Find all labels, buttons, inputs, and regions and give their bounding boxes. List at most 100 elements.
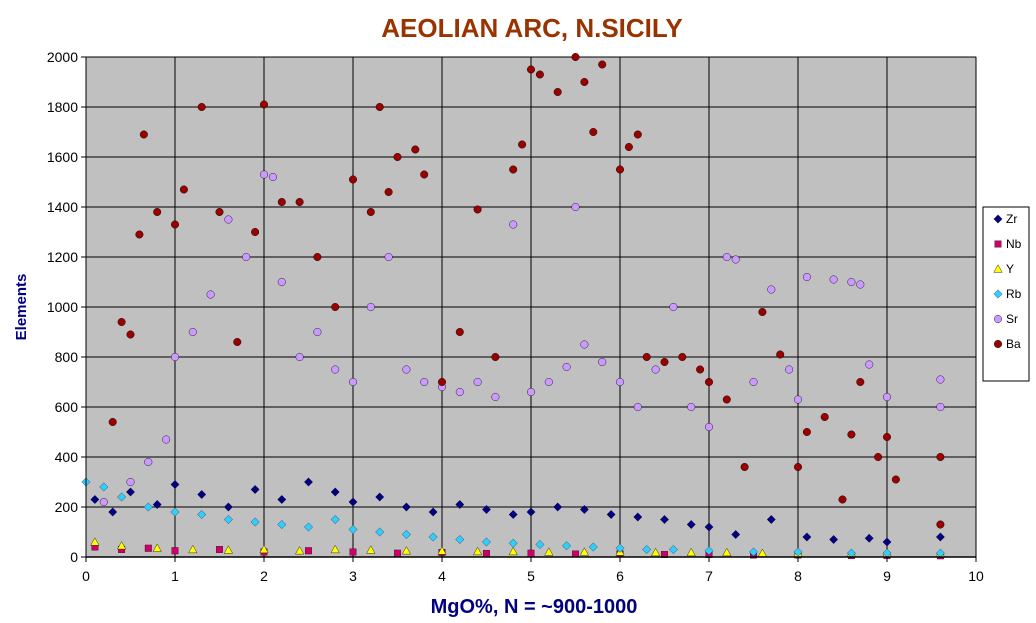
point-sr	[126, 478, 135, 487]
series-layer	[81, 53, 945, 560]
point-ba	[740, 463, 749, 472]
point-sr	[847, 278, 856, 287]
point-nb	[144, 544, 152, 552]
point-nb	[394, 549, 401, 557]
legend-label-nb: Nb	[1006, 237, 1022, 251]
point-rb	[250, 517, 260, 527]
point-zr	[428, 507, 438, 517]
point-zr	[170, 480, 180, 489]
point-ba	[838, 495, 847, 504]
point-zr	[829, 535, 839, 544]
chart-title: AEOLIAN ARC, N.SICILY	[381, 13, 682, 43]
point-y	[90, 537, 100, 546]
point-rb	[277, 520, 287, 529]
y-tick-label: 1400	[47, 199, 78, 215]
point-rb	[455, 535, 465, 544]
y-tick-label: 400	[55, 449, 79, 465]
point-ba	[624, 142, 633, 151]
point-zr	[401, 502, 411, 512]
point-ba	[535, 70, 544, 79]
point-sr	[856, 280, 865, 289]
point-ba	[802, 428, 811, 437]
point-rb	[793, 547, 803, 557]
point-ba	[153, 207, 162, 216]
point-zr	[223, 502, 233, 512]
x-tick-label: 7	[705, 568, 713, 584]
point-ba	[847, 430, 856, 439]
legend-marker-y	[993, 264, 1003, 273]
point-ba	[438, 378, 447, 387]
y-tick-label: 0	[70, 549, 78, 565]
point-zr	[455, 500, 465, 509]
point-ba	[616, 165, 625, 174]
point-ba	[589, 127, 598, 136]
point-nb	[171, 547, 179, 555]
point-ba	[295, 197, 304, 206]
point-sr	[651, 365, 660, 374]
legend-label-rb: Rb	[1006, 287, 1022, 301]
point-nb	[661, 551, 668, 558]
y-tick-label: 2000	[47, 49, 78, 65]
x-axis-title: MgO%, N = ~900-1000	[431, 596, 638, 618]
point-ba	[135, 230, 144, 239]
x-ticks: 0 1 2 3 4 5 6 7 8 9 10	[82, 557, 984, 584]
point-sr	[420, 378, 429, 387]
point-ba	[420, 170, 429, 179]
y-tick-label: 200	[55, 499, 79, 515]
point-rb	[704, 546, 714, 556]
point-zr	[606, 510, 616, 519]
y-tick-label: 1800	[47, 99, 78, 115]
point-ba	[509, 165, 518, 174]
point-y	[188, 544, 198, 554]
point-zr	[152, 500, 162, 509]
point-ba	[758, 308, 767, 317]
point-ba	[179, 185, 188, 194]
point-zr	[766, 515, 776, 524]
y-ticks: 0 200 400 600 800 1000 1200 1400 1600 1800 2000	[47, 49, 86, 565]
point-ba	[375, 102, 384, 111]
point-ba	[393, 152, 402, 161]
point-sr	[936, 403, 945, 412]
point-sr	[749, 378, 758, 387]
point-ba	[633, 130, 642, 139]
point-rb	[401, 530, 411, 539]
x-tick-label: 0	[82, 568, 90, 584]
point-ba	[411, 145, 420, 154]
point-sr	[188, 328, 197, 337]
x-tick-label: 9	[883, 568, 891, 584]
point-ba	[936, 520, 945, 529]
point-zr	[633, 512, 643, 522]
point-zr	[250, 485, 260, 494]
x-tick-label: 8	[794, 568, 802, 584]
point-zr	[731, 530, 741, 539]
point-zr	[126, 487, 135, 497]
point-sr	[687, 403, 696, 412]
legend-marker-ba	[994, 340, 1003, 349]
point-sr	[162, 435, 171, 444]
point-ba	[936, 453, 945, 462]
series-ba	[108, 53, 945, 529]
point-sr	[473, 378, 482, 387]
point-y	[508, 546, 518, 556]
y-tick-label: 1600	[47, 149, 78, 165]
point-zr	[526, 507, 536, 517]
point-ba	[473, 205, 482, 214]
point-ba	[776, 350, 785, 359]
point-sr	[206, 290, 215, 299]
point-sr	[633, 403, 642, 412]
point-ba	[215, 207, 224, 216]
point-y	[117, 541, 127, 550]
point-ba	[642, 353, 651, 362]
point-rb	[615, 543, 625, 553]
point-sr	[242, 252, 251, 261]
point-rb	[330, 515, 340, 524]
point-sr	[491, 393, 500, 402]
point-rb	[749, 547, 758, 557]
legend-label-y: Y	[1006, 262, 1014, 276]
y-tick-label: 1000	[47, 299, 78, 315]
point-ba	[251, 227, 260, 236]
point-zr	[482, 505, 491, 514]
point-sr	[767, 285, 776, 294]
point-sr	[170, 353, 179, 362]
